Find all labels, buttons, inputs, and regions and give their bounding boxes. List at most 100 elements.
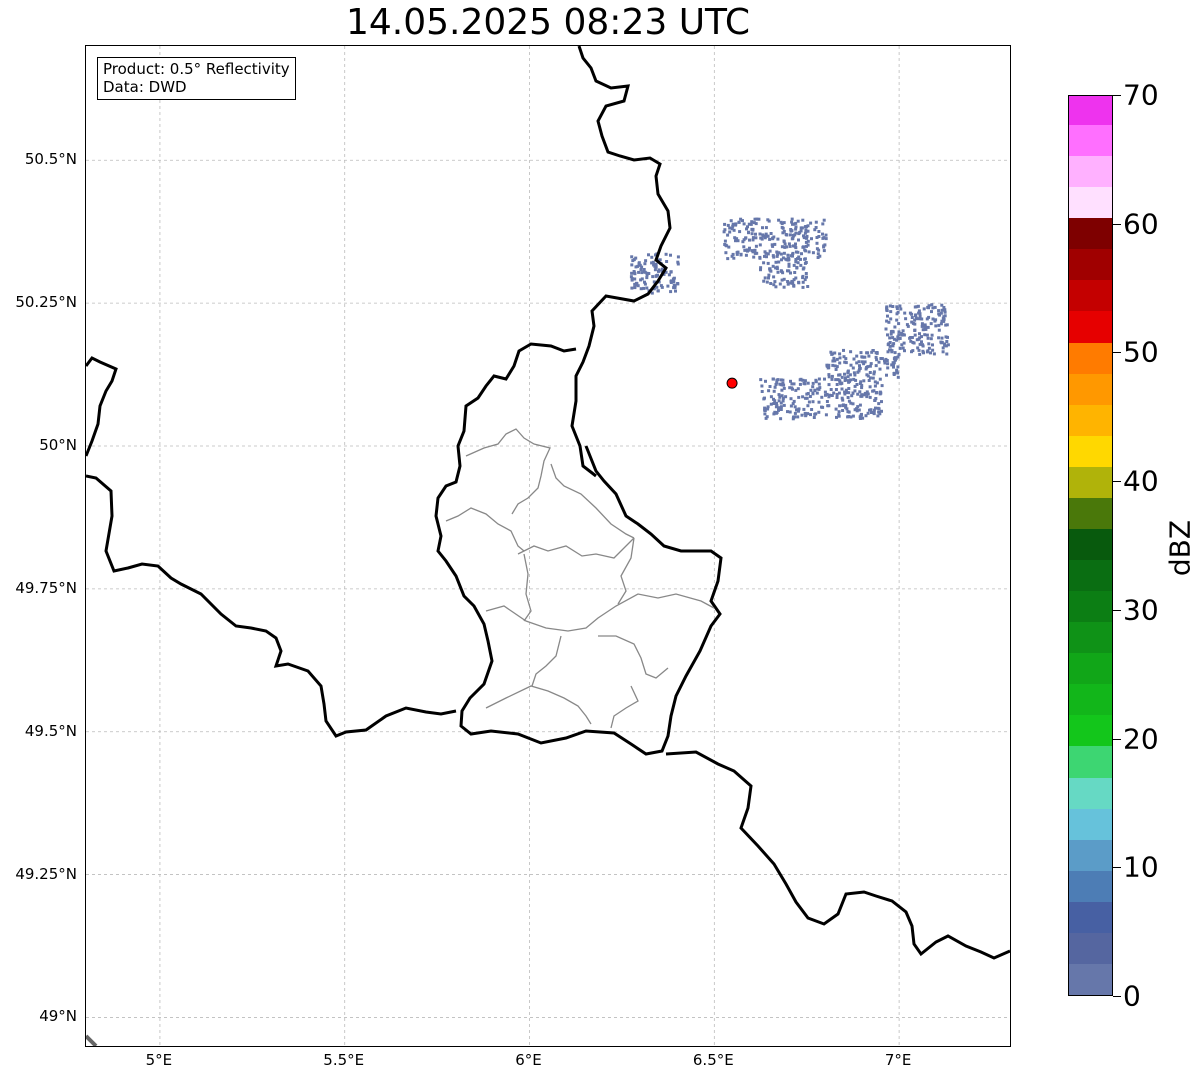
echo-pixel [669,290,673,294]
canton-line [485,593,715,632]
echo-pixel [888,304,892,308]
gridlines [86,46,1010,1046]
echo-pixel [787,269,791,273]
echo-pixel [924,325,928,329]
echo-pixel [775,404,779,408]
echo-pixel [903,349,906,353]
echo-pixel [755,217,759,221]
echo-pixel [780,278,784,282]
echo-pixel [874,355,878,359]
echo-pixel [743,248,747,252]
echo-pixel [821,222,825,226]
echo-pixel [806,239,810,243]
echo-pixel [758,255,762,259]
echo-pixel [754,232,757,236]
echo-pixel [827,404,831,408]
echo-pixel [723,222,727,226]
echo-pixel [777,408,780,412]
colorbar-segment [1069,279,1112,312]
echo-pixel [787,262,791,266]
product-info-box: Product: 0.5° Reflectivity Data: DWD [97,57,296,100]
echo-pixel [796,387,800,391]
echo-pixel [643,282,647,286]
echo-pixel [797,281,801,285]
echo-pixel [801,218,805,222]
echo-pixel [640,277,644,281]
echo-pixel [913,333,917,337]
echo-pixel [645,271,649,275]
echo-pixel [931,317,935,321]
echo-pixel [629,275,633,279]
echo-pixel [780,245,784,249]
echo-pixel [895,312,899,316]
canton-line [485,685,592,725]
echo-pixel [654,274,658,278]
echo-pixel [787,258,791,262]
echo-pixel [669,270,673,274]
echo-pixel [849,401,853,405]
echo-pixel [655,285,659,289]
echo-pixel [764,379,767,383]
echo-pixel [777,399,781,403]
echo-pixel [892,365,895,369]
echo-pixel [733,236,737,240]
echo-pixel [761,234,765,238]
echo-pixel [775,401,778,405]
echo-pixel [774,266,778,270]
echo-pixel [855,354,859,358]
echo-pixel [790,386,794,390]
echo-pixel [842,355,846,359]
echo-pixel [827,375,831,379]
echo-pixel [892,337,896,341]
echo-pixel [804,414,808,418]
echo-pixel [821,236,825,240]
echo-pixel [799,257,802,261]
echo-pixel [896,365,900,369]
echo-pixel [803,248,807,252]
echo-pixel [652,287,656,291]
echo-pixel [872,372,876,376]
echo-pixel [837,414,841,418]
echo-pixel [799,263,803,267]
echo-pixel [736,239,740,243]
echo-pixel [669,281,673,284]
echo-pixel [871,349,875,352]
echo-pixel [805,396,809,400]
echo-pixel [835,357,839,361]
echo-pixel [788,386,792,390]
echo-pixel [892,363,895,367]
echo-pixel [843,372,846,376]
echo-pixel [794,221,798,225]
echo-pixel [660,267,664,271]
echo-pixel [813,228,817,232]
echo-pixel [835,365,839,369]
echo-pixel [807,250,811,254]
echo-pixel [929,351,932,355]
echo-pixel [804,261,808,264]
echo-pixel [921,328,925,332]
echo-pixel [840,396,844,400]
echo-pixel [762,279,766,283]
echo-pixel [725,244,729,248]
echo-pixel [763,412,767,416]
echo-pixel [844,405,848,409]
colorbar-segment [1069,870,1112,902]
echo-pixel [895,307,899,310]
echo-pixel [888,336,892,340]
echo-pixel [779,405,783,409]
echo-pixel [862,362,866,366]
colorbar-segment [1069,248,1112,281]
echo-pixel [647,253,650,257]
echo-pixel [898,337,902,340]
echo-pixel [792,382,796,386]
echo-pixel [786,410,789,414]
echo-pixel [772,389,776,393]
echo-pixel [746,225,749,229]
echo-pixel [791,402,795,406]
echo-pixel [867,379,871,382]
echo-pixel [941,346,945,350]
echo-pixel [802,245,805,249]
colorbar-tick-mark [1113,481,1121,483]
echo-pixel [782,285,786,289]
echo-pixel [829,388,833,391]
